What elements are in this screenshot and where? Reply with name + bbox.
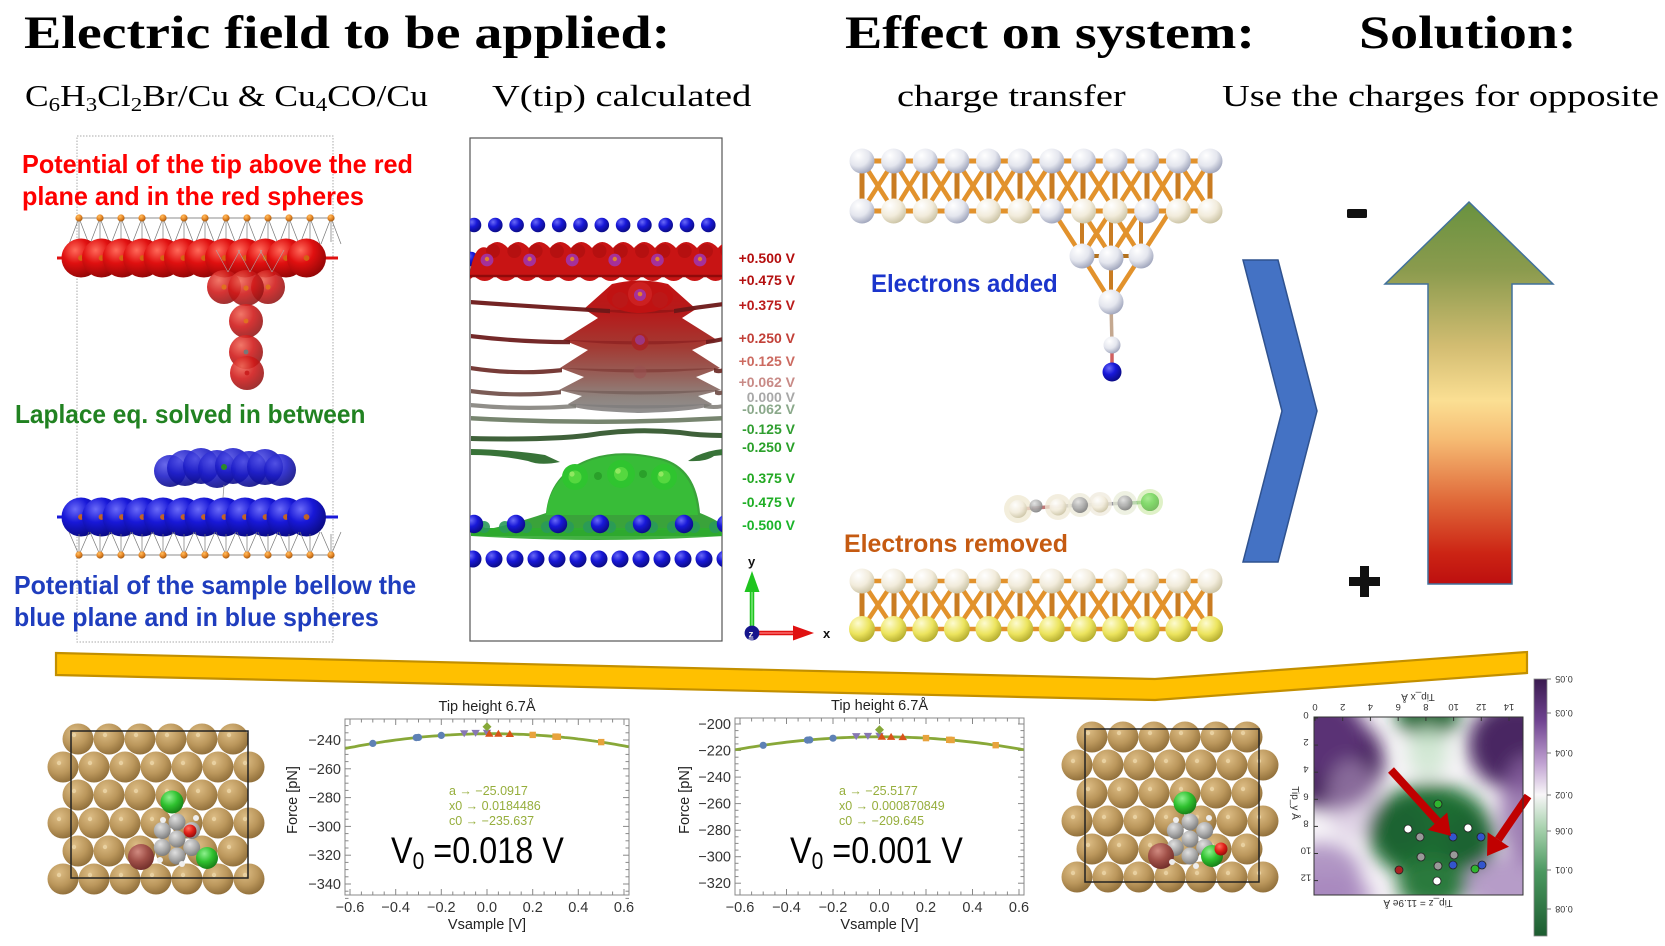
svg-text:z: z	[749, 630, 754, 641]
svg-text:2: 2	[1303, 736, 1308, 747]
svg-text:+0.500 V: +0.500 V	[739, 250, 796, 266]
svg-text:14: 14	[1504, 701, 1515, 712]
svg-text:x: x	[823, 626, 831, 641]
svg-text:−280: −280	[308, 791, 341, 807]
svg-text:0.0: 0.0	[869, 900, 889, 916]
svg-text:0.08: 0.08	[1555, 904, 1573, 914]
svg-text:0: 0	[1312, 701, 1317, 712]
svg-text:-0.475 V: -0.475 V	[742, 494, 796, 510]
svg-text:−0.6: −0.6	[726, 900, 755, 916]
svg-text:0.01: 0.01	[1555, 865, 1573, 875]
svg-text:-0.250 V: -0.250 V	[742, 439, 796, 455]
svg-text:c0 → −209.645: c0 → −209.645	[839, 814, 924, 828]
svg-text:6: 6	[1303, 790, 1308, 801]
svg-text:−0.4: −0.4	[772, 900, 801, 916]
svg-text:0.4: 0.4	[962, 900, 982, 916]
svg-text:a → −25.0917: a → −25.0917	[449, 784, 528, 798]
svg-text:−340: −340	[308, 877, 341, 893]
svg-text:x0 → 0.000870849: x0 → 0.000870849	[839, 799, 945, 813]
svg-text:0.4: 0.4	[568, 900, 588, 916]
svg-text:−220: −220	[698, 744, 731, 760]
svg-text:4: 4	[1303, 763, 1308, 774]
svg-text:+0.250 V: +0.250 V	[739, 330, 796, 346]
svg-text:−0.6: −0.6	[336, 900, 365, 916]
svg-text:0.04: 0.04	[1555, 748, 1573, 758]
svg-text:0.03: 0.03	[1555, 708, 1573, 718]
svg-text:12: 12	[1301, 872, 1312, 883]
svg-text:0.06: 0.06	[1555, 826, 1573, 836]
svg-text:−280: −280	[698, 823, 731, 839]
svg-text:8: 8	[1303, 817, 1308, 828]
svg-text:4: 4	[1368, 701, 1373, 712]
svg-text:0.02: 0.02	[1555, 790, 1573, 800]
svg-text:-0.125 V: -0.125 V	[742, 421, 796, 437]
svg-text:−260: −260	[698, 797, 731, 813]
svg-text:0.6: 0.6	[1009, 900, 1029, 916]
svg-text:0.000 V: 0.000 V	[747, 389, 796, 405]
svg-text:−240: −240	[308, 733, 341, 749]
svg-text:+0.125 V: +0.125 V	[739, 353, 796, 369]
svg-text:-0.500 V: -0.500 V	[742, 517, 796, 533]
svg-text:−0.2: −0.2	[819, 900, 848, 916]
svg-text:Tip_z = 11.9e Å: Tip_z = 11.9e Å	[1383, 897, 1453, 910]
svg-text:−0.4: −0.4	[381, 900, 410, 916]
svg-text:+0.062 V: +0.062 V	[739, 374, 796, 390]
svg-text:−320: −320	[698, 876, 731, 892]
svg-text:10: 10	[1301, 845, 1312, 856]
svg-text:Tip_x Å: Tip_x Å	[1401, 691, 1435, 704]
svg-text:x0 → 0.0184486: x0 → 0.0184486	[449, 799, 541, 813]
svg-text:c0 → −235.637: c0 → −235.637	[449, 814, 534, 828]
svg-text:-0.375 V: -0.375 V	[742, 470, 796, 486]
svg-text:12: 12	[1476, 701, 1487, 712]
svg-text:+0.475 V: +0.475 V	[739, 272, 796, 288]
svg-text:0: 0	[1303, 709, 1308, 720]
svg-text:−320: −320	[308, 848, 341, 864]
svg-text:−260: −260	[308, 762, 341, 778]
svg-text:0.0: 0.0	[477, 900, 497, 916]
svg-text:0.6: 0.6	[614, 900, 634, 916]
svg-text:−200: −200	[698, 717, 731, 733]
svg-text:10: 10	[1448, 701, 1459, 712]
svg-text:2: 2	[1340, 701, 1345, 712]
svg-text:0.2: 0.2	[523, 900, 543, 916]
svg-text:−300: −300	[308, 819, 341, 835]
svg-text:y: y	[748, 554, 756, 569]
svg-text:-0.062 V: -0.062 V	[742, 401, 796, 417]
svg-text:−240: −240	[698, 770, 731, 786]
svg-text:a → −25.5177: a → −25.5177	[839, 784, 918, 798]
svg-text:Tip_y Å: Tip_y Å	[1289, 786, 1302, 820]
svg-text:+0.375 V: +0.375 V	[739, 297, 796, 313]
svg-text:−300: −300	[698, 850, 731, 866]
svg-text:−0.2: −0.2	[427, 900, 456, 916]
svg-text:0.05: 0.05	[1555, 674, 1573, 684]
svg-text:0.2: 0.2	[916, 900, 936, 916]
svg-text:6: 6	[1396, 701, 1401, 712]
svg-text:8: 8	[1423, 701, 1428, 712]
